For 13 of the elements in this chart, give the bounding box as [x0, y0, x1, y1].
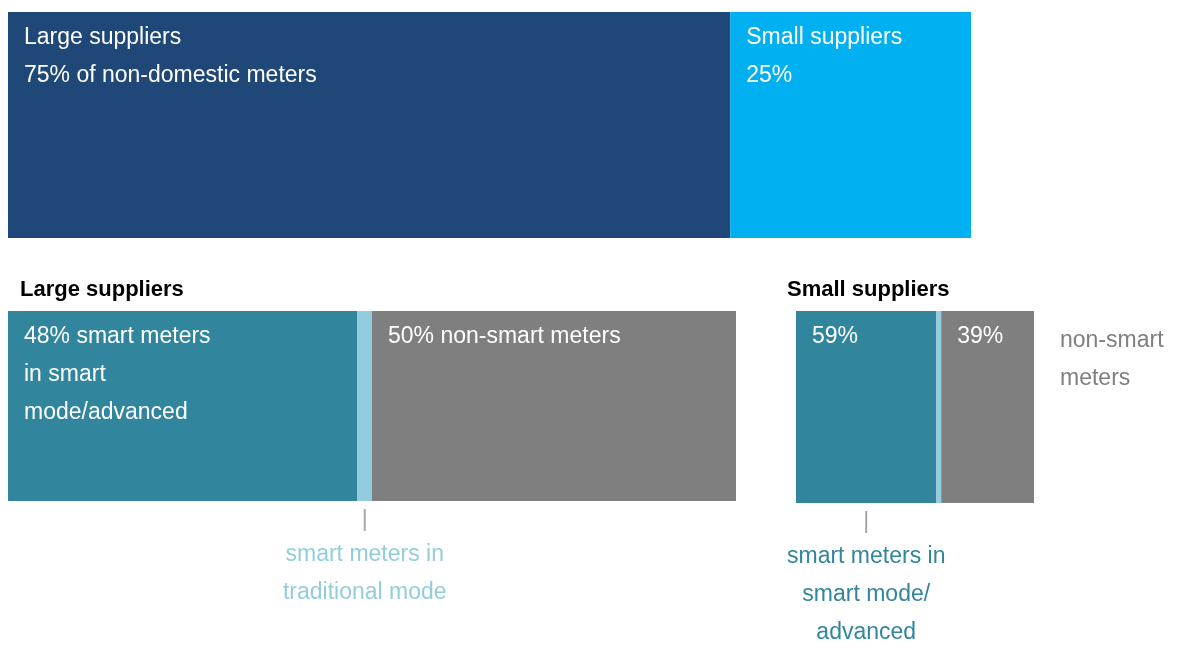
series-label: smart meters in smart mode/ advanced [786, 542, 946, 644]
data-label: 75% of non-domestic meters [24, 61, 317, 87]
data-label: 25% [746, 61, 793, 87]
series-label: Small suppliers [746, 23, 903, 49]
chart-title: Small suppliers [786, 276, 950, 301]
series-label: non-smart meters [1060, 326, 1165, 390]
series-label: Large suppliers [24, 23, 182, 49]
chart-title: Large suppliers [20, 276, 184, 301]
data-label: 50% non-smart meters [388, 322, 621, 348]
data-label: 59% [812, 322, 859, 348]
text: smart meters in traditional mode [282, 540, 447, 604]
data-label: 48% smart meters in smart mode/advanced [24, 322, 211, 424]
data-label: 39% [957, 322, 1004, 348]
